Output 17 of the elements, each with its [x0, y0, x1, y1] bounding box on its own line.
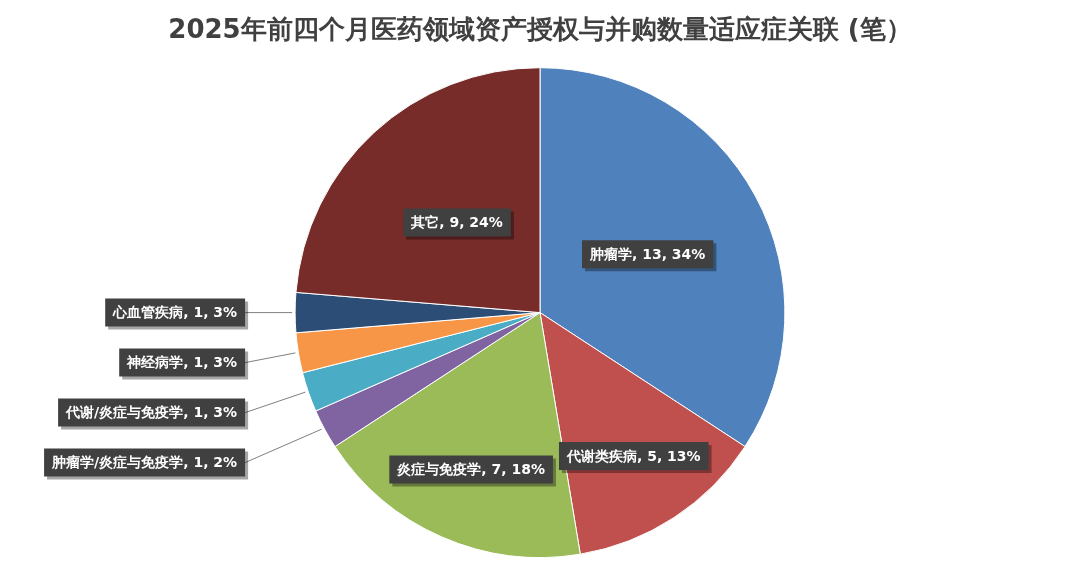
slice-label: 其它 [410, 214, 440, 231]
slice-label: 代谢类疾病 [565, 447, 637, 464]
slice-label: 肿瘤学 [589, 245, 632, 262]
data-label: , 7, 18% [481, 461, 545, 478]
slice-label: 肿瘤学/炎症与免疫学 [51, 454, 184, 471]
slice-label: 炎症与免疫学 [396, 461, 482, 478]
data-label: , 9, 24% [439, 214, 503, 231]
data-label: , 1, 2% [183, 454, 238, 471]
slice-label: 代谢/炎症与免疫学 [65, 404, 184, 421]
data-label: , 1, 3% [183, 304, 238, 321]
data-label: , 13, 34% [632, 245, 706, 262]
data-label: , 1, 3% [183, 404, 238, 421]
data-label: , 1, 3% [183, 354, 238, 371]
slice-label: 神经病学 [126, 354, 184, 371]
slice-label: 心血管疾病 [112, 304, 184, 321]
chart-title: 2025年前四个月医药领域资产授权与并购数量适应症关联 (笔） [168, 14, 912, 45]
data-label: , 5, 13% [636, 447, 701, 464]
